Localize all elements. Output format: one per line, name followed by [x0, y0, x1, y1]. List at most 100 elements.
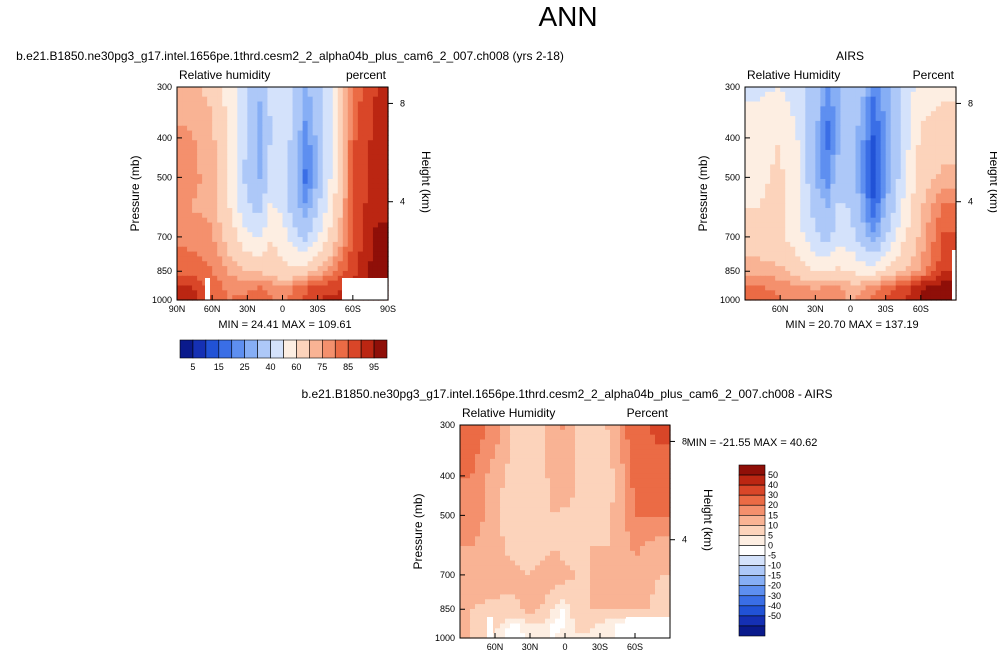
contour-cell	[890, 280, 897, 287]
contour-cell	[770, 256, 776, 262]
contour-cell	[930, 169, 937, 175]
contour-cell	[825, 174, 831, 180]
contour-cell	[197, 96, 203, 103]
contour-cell	[470, 565, 476, 571]
contour-cell	[367, 164, 374, 170]
contour-cell	[655, 434, 661, 441]
contour-cell	[207, 159, 213, 166]
contour-cell	[277, 111, 284, 117]
contour-cell	[765, 261, 771, 267]
contour-cell	[327, 203, 334, 209]
contour-cell	[900, 222, 907, 228]
contour-cell	[287, 280, 294, 287]
contour-cell	[222, 178, 228, 185]
contour-cell	[282, 227, 289, 233]
contour-cell	[272, 241, 279, 248]
contour-cell	[530, 434, 536, 441]
contour-cell	[940, 87, 947, 93]
contour-cell	[312, 106, 319, 112]
contour-cell	[535, 444, 541, 450]
contour-cell	[650, 478, 656, 484]
contour-cell	[910, 145, 917, 151]
contour-cell	[920, 198, 927, 204]
contour-cell	[177, 140, 183, 146]
contour-cell	[810, 140, 816, 146]
contour-cell	[875, 251, 882, 258]
contour-cell	[302, 159, 309, 166]
contour-cell	[262, 101, 269, 107]
contour-cell	[855, 232, 862, 238]
contour-cell	[242, 227, 248, 233]
contour-cell	[905, 145, 912, 151]
contour-cell	[495, 425, 501, 431]
contour-cell	[367, 101, 374, 107]
contour-cell	[795, 193, 801, 199]
contour-cell	[950, 101, 957, 107]
contour-cell	[900, 198, 907, 204]
contour-cell	[570, 444, 576, 450]
contour-cell	[525, 497, 531, 504]
contour-cell	[825, 145, 831, 151]
contour-cell	[192, 222, 198, 228]
contour-cell	[800, 212, 806, 219]
contour-cell	[535, 468, 541, 475]
contour-cell	[850, 232, 857, 238]
contour-cell	[367, 208, 374, 214]
contour-cell	[595, 439, 601, 445]
contour-cell	[510, 492, 516, 499]
contour-cell	[895, 237, 902, 243]
contour-cell	[475, 560, 481, 566]
contour-cell	[342, 217, 349, 224]
contour-cell	[655, 487, 661, 494]
contour-cell	[840, 125, 847, 132]
contour-cell	[900, 256, 907, 262]
contour-cell	[192, 111, 198, 117]
contour-cell	[222, 285, 228, 291]
contour-cell	[262, 149, 269, 156]
contour-cell	[890, 178, 897, 185]
contour-cell	[272, 270, 279, 277]
contour-cell	[820, 270, 826, 277]
contour-cell	[865, 135, 872, 141]
contour-cell	[207, 208, 213, 214]
contour-cell	[302, 145, 309, 151]
contour-cell	[177, 188, 183, 195]
contour-cell	[600, 560, 606, 566]
contour-cell	[372, 120, 379, 127]
contour-cell	[840, 193, 847, 199]
contour-cell	[825, 111, 831, 117]
contour-cell	[835, 96, 842, 103]
contour-cell	[322, 275, 329, 282]
contour-cell	[257, 145, 263, 151]
contour-cell	[920, 280, 927, 287]
contour-cell	[505, 454, 511, 460]
contour-cell	[515, 463, 521, 470]
contour-cell	[515, 483, 521, 489]
contour-cell	[525, 449, 531, 455]
contour-cell	[317, 96, 324, 103]
contour-cell	[197, 261, 203, 267]
contour-cell	[850, 91, 857, 98]
contour-cell	[875, 125, 882, 132]
contour-cell	[302, 266, 309, 272]
contour-cell	[282, 193, 289, 199]
contour-cell	[327, 232, 334, 238]
contour-cell	[645, 492, 651, 499]
contour-cell	[540, 512, 546, 518]
contour-cell	[935, 203, 942, 209]
contour-cell	[950, 91, 957, 98]
contour-cell	[810, 246, 816, 253]
contour-cell	[505, 478, 511, 484]
contour-cell	[855, 111, 862, 117]
contour-cell	[272, 169, 279, 175]
contour-cell	[760, 116, 766, 122]
contour-cell	[660, 502, 666, 508]
contour-cell	[267, 91, 274, 98]
contour-cell	[905, 91, 912, 98]
contour-cell	[202, 140, 208, 146]
contour-cell	[945, 208, 952, 214]
contour-cell	[352, 87, 359, 93]
contour-cell	[490, 497, 496, 504]
contour-cell	[475, 512, 481, 518]
contour-cell	[605, 531, 611, 537]
